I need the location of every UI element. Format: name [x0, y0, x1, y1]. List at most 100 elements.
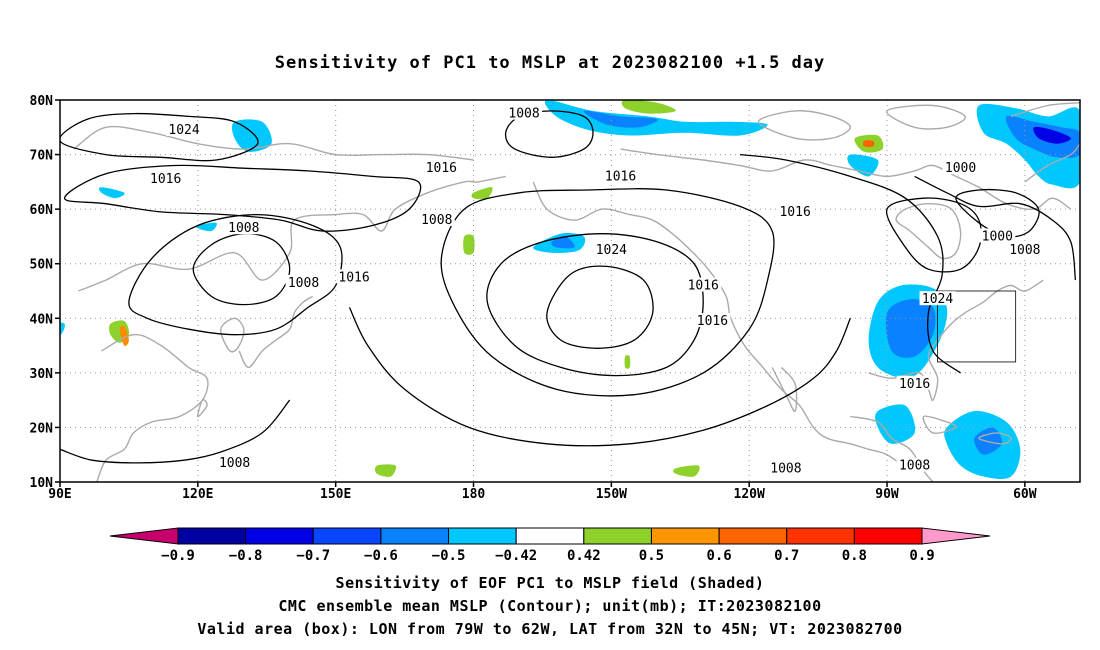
negative-sensitivity-area [583, 110, 658, 128]
negative-sensitivity-area [885, 299, 936, 358]
contour-label-bg [767, 460, 804, 475]
contour-label-bg [147, 171, 184, 186]
colorbar-label: −0.5 [432, 548, 466, 564]
contour-label: 1016 [150, 172, 181, 187]
colorbar-label: −0.9 [161, 548, 195, 564]
colorbar-label: 0.9 [909, 548, 934, 564]
lat-tick-label: 80N [30, 94, 54, 109]
contour-label: 1008 [288, 276, 319, 291]
lon-tick-label: 120W [734, 487, 765, 502]
map-area: 1024 1016 1008 1008 1016 1016 1008 1008 1016 1024… [60, 100, 1080, 482]
negative-sensitivity-area [544, 100, 768, 136]
lat-tick-label: 60N [30, 203, 54, 218]
contour-label: 1016 [688, 279, 719, 294]
contour-label-bg [896, 375, 933, 390]
coastline [1024, 143, 1080, 183]
coastline [1010, 102, 1080, 118]
isobar [486, 233, 704, 377]
contour-label-bg [942, 160, 979, 175]
contour-label: 1016 [605, 169, 636, 184]
positive-sensitivity-area [621, 100, 676, 114]
isobar [440, 188, 775, 397]
lon-tick-label: 150E [320, 487, 351, 502]
contour-label: 1024 [168, 123, 199, 138]
coastline [220, 317, 245, 353]
colorbar-low-triangle [109, 527, 179, 545]
contour-label: 1016 [697, 314, 728, 329]
contour-label-bg [602, 168, 639, 183]
coastline [895, 202, 962, 260]
negative-sensitivity-area [60, 322, 65, 335]
contour-label: 1024 [922, 292, 953, 307]
coastline [850, 415, 934, 482]
isobar [546, 265, 654, 349]
isobar [60, 112, 259, 162]
positive-sensitivity-area [119, 325, 129, 347]
footer-line-3: Valid area (box): LON from 79W to 62W, L… [197, 620, 902, 638]
lat-tick-label: 40N [30, 312, 54, 327]
coastline [96, 333, 209, 482]
colorbar-swatch [312, 527, 382, 545]
colorbar-label: −0.7 [296, 548, 330, 564]
colorbar-swatch [853, 527, 923, 545]
colorbar-label: 0.7 [774, 548, 799, 564]
contour-label: 1008 [219, 456, 250, 471]
contour-label: 1000 [982, 229, 1013, 244]
colorbar-swatch [650, 527, 720, 545]
contour-labels: 1024 1016 1008 1008 1016 1016 1008 1008 1016 1024… [147, 105, 1043, 476]
contour-label-bg [979, 228, 1016, 243]
valid-area-box [937, 290, 1017, 363]
contour-label: 1008 [899, 459, 930, 474]
negative-sensitivity-area [551, 236, 575, 249]
contour-label: 1024 [596, 243, 627, 258]
coastline [73, 125, 474, 161]
contour-label-bg [418, 212, 455, 227]
map-frame [59, 99, 1081, 483]
isobar [128, 213, 343, 336]
sensitivity-shading [60, 100, 1080, 480]
colorbar-label: 0.8 [842, 548, 867, 564]
mslp-contours [60, 110, 1077, 464]
negative-sensitivity-area [231, 119, 272, 152]
contour-label-bg [225, 220, 262, 235]
lat-tick-label: 20N [30, 421, 54, 436]
contour-label-bg [285, 274, 322, 289]
contour-label-bg [919, 291, 956, 306]
contour-label-bg [593, 242, 630, 257]
contour-label-bg [216, 454, 253, 469]
colorbar-swatch [245, 527, 314, 545]
contour-label: 1016 [899, 377, 930, 392]
colorbar-swatch [583, 527, 652, 545]
lat-tick-label: 50N [30, 258, 54, 273]
contour-label-bg [694, 313, 731, 328]
contour-label-bg [336, 269, 373, 284]
contour-label-bg [685, 277, 722, 292]
coastline [757, 110, 852, 141]
lon-tick-label: 60W [1013, 487, 1037, 502]
footer-line-1: Sensitivity of EOF PC1 to MSLP field (Sh… [336, 574, 765, 592]
isobar [955, 188, 1040, 238]
lon-tick-label: 90E [48, 487, 71, 502]
colorbar-label: 0.6 [706, 548, 731, 564]
colorbar-swatch [515, 527, 585, 545]
lon-tick-label: 180 [462, 487, 486, 502]
isobar [885, 197, 982, 273]
contour-label: 1008 [421, 213, 452, 228]
isobar [914, 175, 1077, 281]
coastline [78, 175, 506, 292]
coastline [238, 295, 314, 369]
figure-title: Sensitivity of PC1 to MSLP at 2023082100… [275, 53, 826, 73]
colorbar-label: −0.6 [364, 548, 398, 564]
colorbar-label: −0.8 [229, 548, 263, 564]
isobar [348, 307, 851, 447]
positive-sensitivity-area [375, 464, 397, 477]
contour-label: 1016 [338, 270, 369, 285]
colorbar-high-triangle [921, 527, 991, 545]
lon-tick-label: 90W [875, 487, 899, 502]
contour-label-bg [896, 457, 933, 472]
contour-label: 1008 [770, 461, 801, 476]
coastline [771, 366, 798, 412]
coastline [620, 148, 1072, 211]
